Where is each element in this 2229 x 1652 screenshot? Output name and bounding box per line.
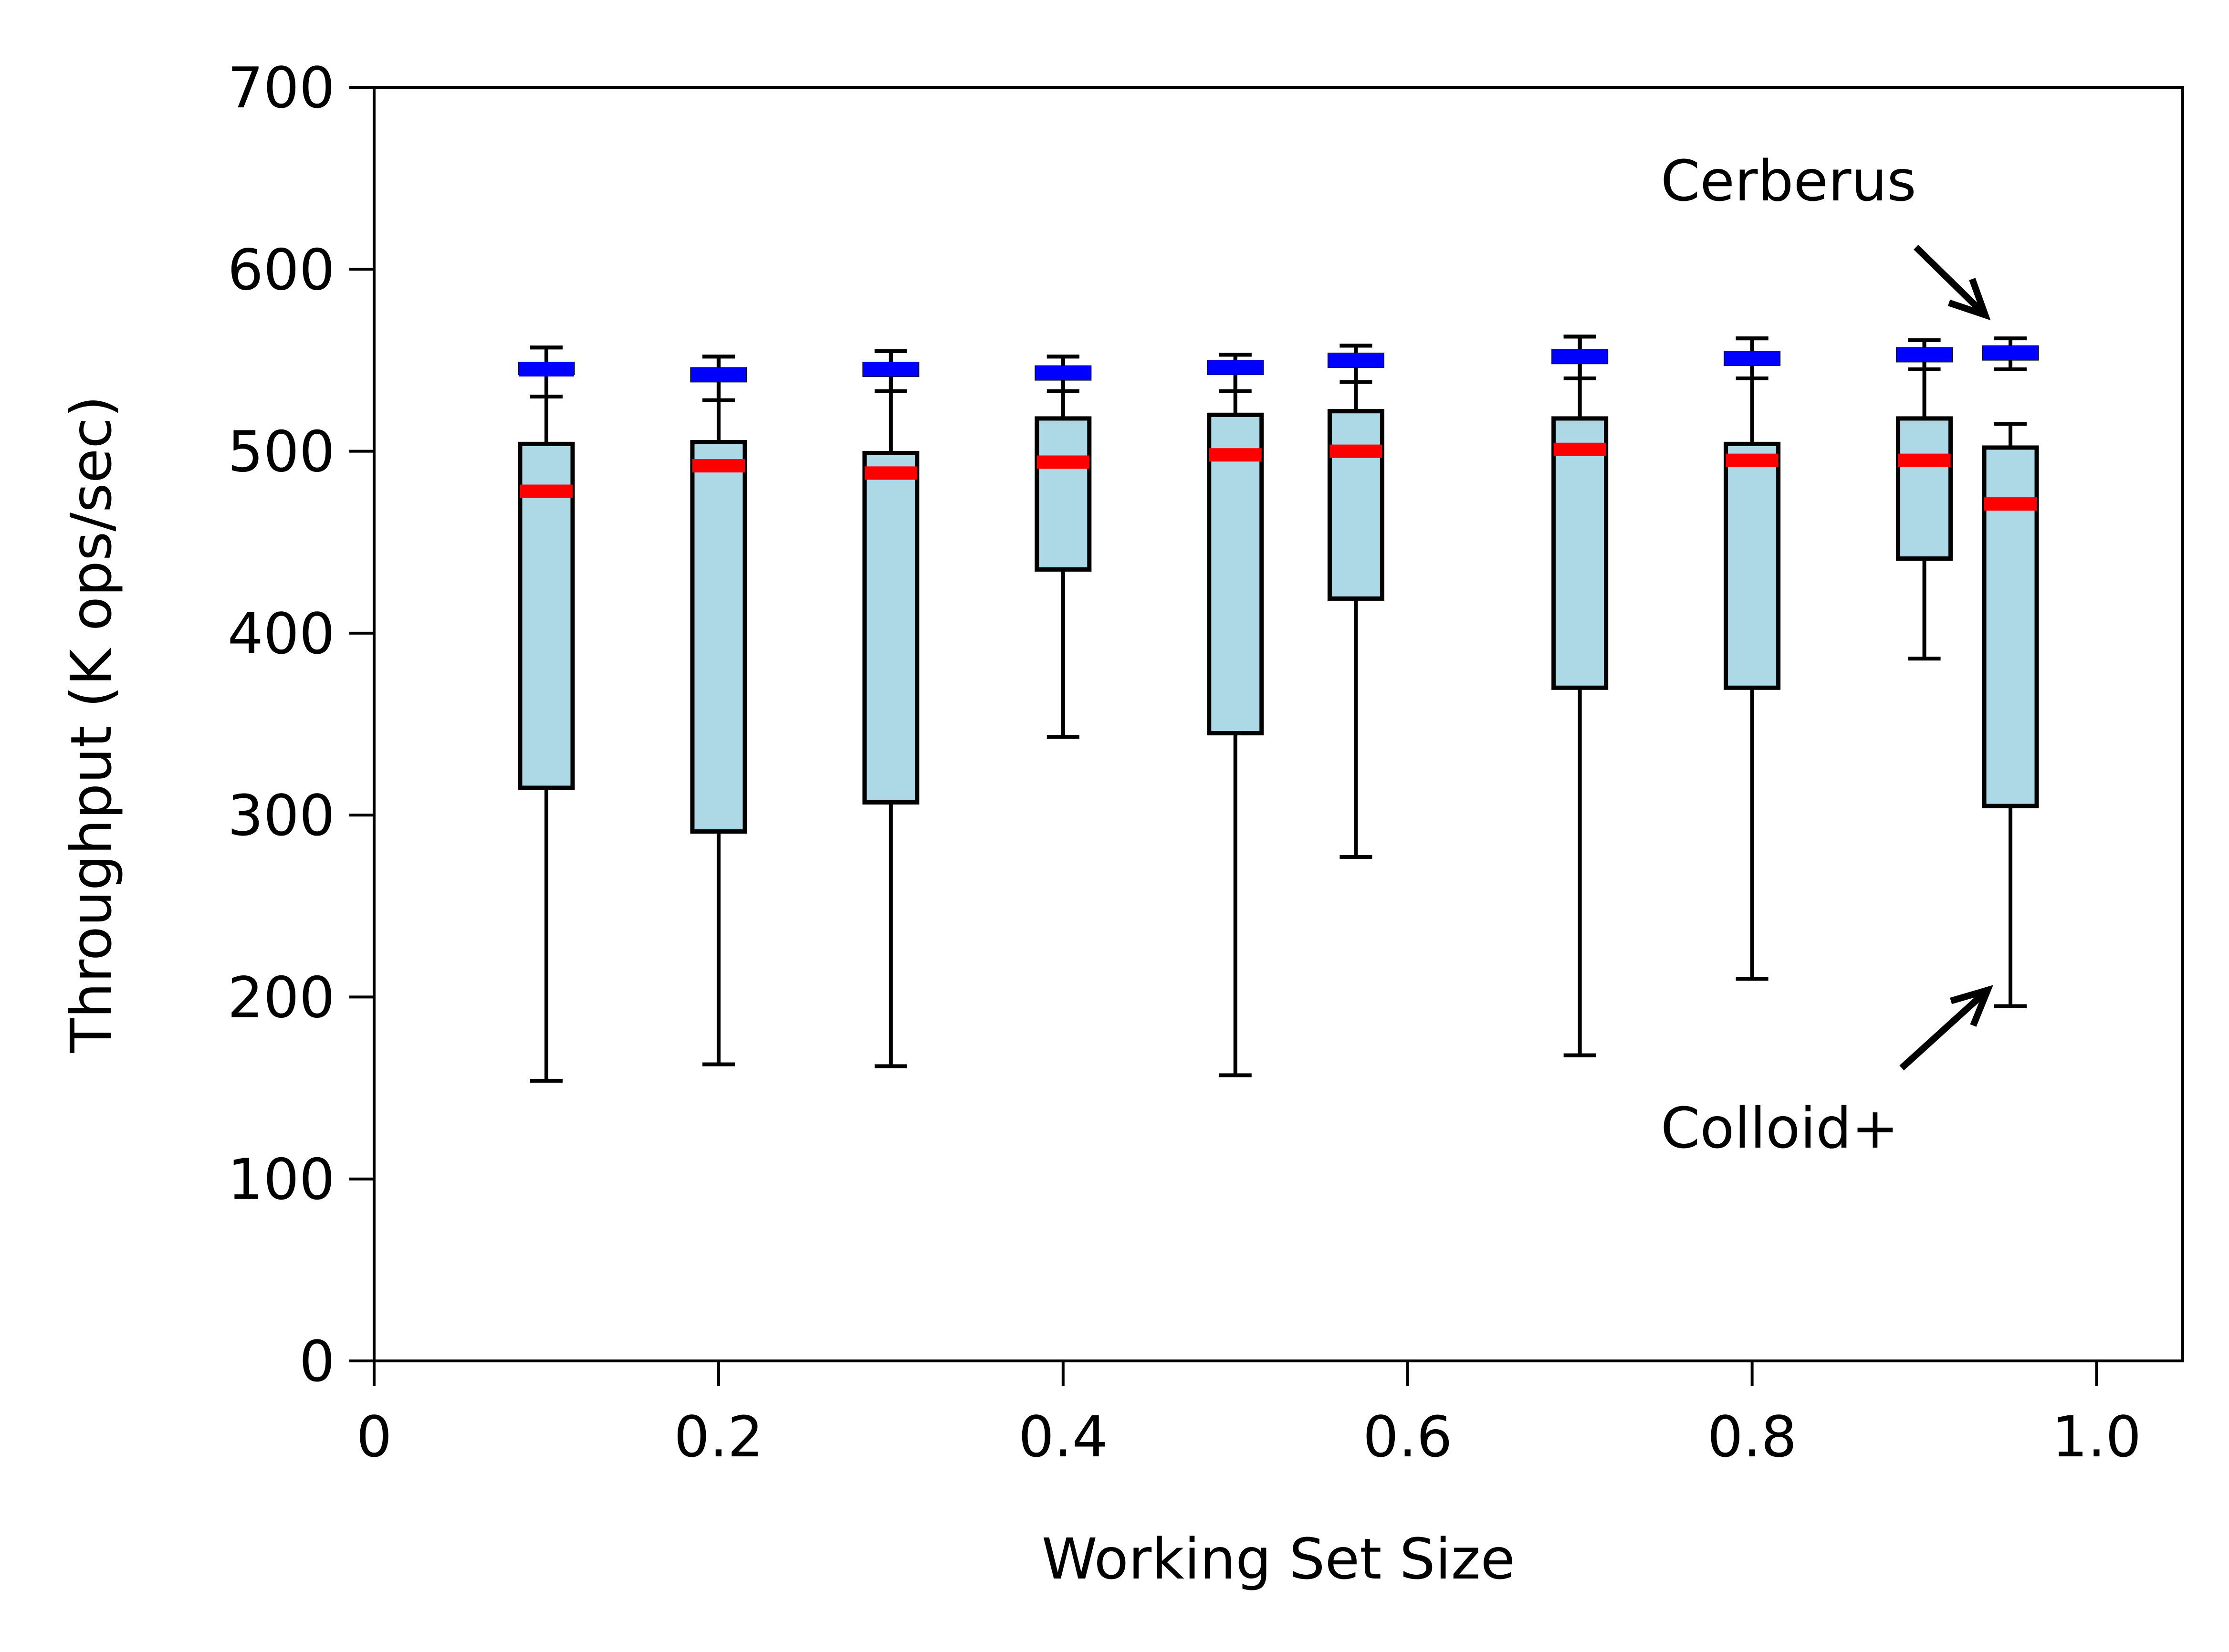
- colloid-box: [1327, 409, 1384, 601]
- colloid-box-group: [1896, 338, 1953, 661]
- y-tick-label: 100: [228, 1147, 335, 1213]
- cerberus-box-group: [518, 345, 575, 399]
- ticks: 0 0.2 0.4 0.6 0.8 1.0 0 100 200 300 400 500 600 700: [228, 55, 2142, 1470]
- colloid-box: [690, 440, 747, 834]
- colloid-box-group: [518, 345, 575, 1083]
- y-tick-label: 200: [228, 964, 335, 1030]
- x-tick-label: 0.2: [674, 1404, 764, 1470]
- annotation-arrow-head: [1950, 985, 1993, 1027]
- x-axis-label: Working Set Size: [1042, 1526, 1515, 1592]
- y-axis-label: Throughput (K ops/sec): [58, 396, 124, 1053]
- y-tick-label: 0: [299, 1328, 335, 1394]
- cerberus-box-group: [690, 355, 747, 402]
- y-tick-label: 500: [228, 419, 335, 485]
- axes-frame: [373, 86, 2184, 1362]
- colloid-box: [1724, 441, 1781, 690]
- annotation-label: Cerberus: [1661, 148, 1916, 214]
- cerberus-box-group: [1724, 336, 1781, 381]
- colloid-box-group: [1982, 422, 2039, 1008]
- cerberus-box-group: [1896, 338, 1953, 371]
- colloid-box-group: [1035, 355, 1092, 739]
- cerberus-box-group: [1327, 344, 1384, 384]
- annotation-arrow-shaft: [1899, 987, 1990, 1071]
- colloid-box-group: [1551, 335, 1609, 1057]
- colloid-box-group: [1207, 353, 1264, 1077]
- colloid-box: [1551, 416, 1609, 690]
- colloid-box: [862, 450, 920, 805]
- x-tick-label: 0.6: [1363, 1404, 1453, 1470]
- y-tick-label: 400: [228, 601, 335, 667]
- colloid-box: [1207, 412, 1264, 736]
- cerberus-box-group: [862, 349, 920, 393]
- cerberus-box-group: [1982, 336, 2039, 371]
- x-tick-label: 0: [356, 1404, 392, 1470]
- cerberus-box-group: [1551, 335, 1609, 381]
- annotations: Cerberus Colloid+: [1661, 148, 1993, 1161]
- cerberus-box-group: [1207, 353, 1264, 393]
- y-tick-label: 700: [228, 55, 335, 121]
- colloid-box: [1896, 416, 1953, 561]
- x-tick-label: 0.8: [1707, 1404, 1797, 1470]
- annotation-label: Colloid+: [1661, 1095, 1899, 1161]
- colloid-box: [518, 441, 575, 790]
- y-tick-label: 600: [228, 237, 335, 303]
- colloid-box-group: [1327, 344, 1384, 859]
- y-tick-label: 300: [228, 783, 335, 848]
- x-tick-label: 0.4: [1018, 1404, 1108, 1470]
- plot-area: [518, 335, 2039, 1083]
- colloid-box: [1035, 416, 1092, 572]
- colloid-box-group: [862, 349, 920, 1068]
- x-tick-label: 1.0: [2052, 1404, 2142, 1470]
- cerberus-box-group: [1035, 355, 1092, 393]
- annotation-arrow-shaft: [1914, 244, 1988, 318]
- annotation-arrow-head: [1947, 278, 1991, 321]
